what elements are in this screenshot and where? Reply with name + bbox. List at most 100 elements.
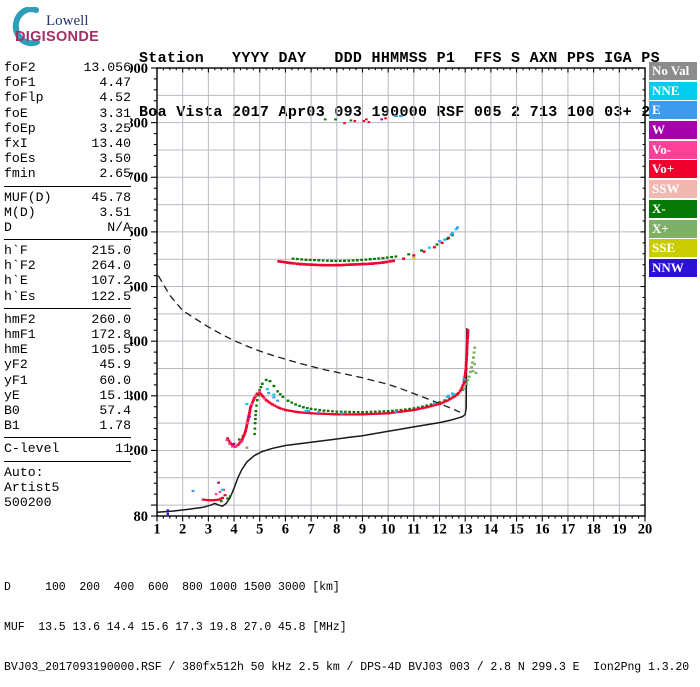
x-plus-scatter <box>245 362 478 449</box>
svg-text:13: 13 <box>458 522 473 538</box>
param-value: 13.056 <box>83 60 131 75</box>
param-value: 107.2 <box>91 273 131 289</box>
param-label: yE <box>4 387 20 403</box>
legend-item-e: E <box>649 101 697 120</box>
param-row: B0 57.4 <box>4 403 131 418</box>
param-value: 45.9 <box>99 357 131 373</box>
direction-color-legend: No Val NNE E W Vo- Vo+ SSW X- X+ SSE NNW <box>649 62 697 279</box>
svg-text:300: 300 <box>130 389 148 405</box>
param-row: 500200 <box>4 495 131 510</box>
panel-divider <box>4 460 131 462</box>
svg-text:4: 4 <box>230 522 237 538</box>
grid-lines <box>157 68 645 516</box>
svg-text:400: 400 <box>130 334 148 350</box>
svg-text:700: 700 <box>130 170 148 186</box>
param-row: h`F 215.0 <box>4 243 131 258</box>
station-header-columns: Station YYYY DAY DDD HHMMSS P1 FFS S AXN… <box>139 50 660 67</box>
svg-text:18: 18 <box>586 522 601 538</box>
panel-divider <box>4 307 131 309</box>
param-label: D <box>4 219 12 235</box>
f-trace-vo-minus-dots <box>225 390 267 448</box>
param-label: foEp <box>4 120 36 136</box>
param-value: 172.8 <box>91 327 131 342</box>
param-row: foEs 3.50 <box>4 151 131 166</box>
panel-divider <box>4 185 131 187</box>
legend-item-nnw: NNW <box>649 258 697 277</box>
param-row: B1 1.78 <box>4 418 131 433</box>
param-label: h`F2 <box>4 258 36 274</box>
param-value: 1.78 <box>99 418 131 434</box>
logo-swoosh-icon <box>12 7 40 47</box>
second-hop-x-trace <box>291 255 398 262</box>
param-value: N/A <box>107 219 131 235</box>
param-label: foFlp <box>4 90 44 106</box>
third-hop-w-dot <box>380 118 383 121</box>
param-row: M(D) 3.51 <box>4 205 131 220</box>
second-hop-o-trace <box>277 259 395 267</box>
param-value: 122.5 <box>91 288 131 304</box>
param-row: yF1 60.0 <box>4 373 131 388</box>
svg-text:17: 17 <box>561 522 576 538</box>
svg-text:800: 800 <box>130 115 148 131</box>
param-row: hmF1 172.8 <box>4 327 131 342</box>
svg-text:19: 19 <box>612 522 627 538</box>
legend-item-vo-: Vo- <box>649 140 697 159</box>
svg-text:6: 6 <box>282 522 289 538</box>
parameter-panel: foF2 13.056 foF1 4.47 foFlp 4.52 foE 3.31 foEp 3.… <box>4 60 131 510</box>
param-label: hmF2 <box>4 311 36 327</box>
param-label: h`F <box>4 243 28 259</box>
third-hop-red-dots <box>343 117 387 125</box>
param-value: 215.0 <box>91 243 131 259</box>
second-hop-nne-dots <box>427 228 458 249</box>
param-label: Artist5 <box>4 479 60 495</box>
param-value: 260.0 <box>91 311 131 327</box>
param-row: C-level 11 <box>4 441 131 456</box>
nnw-dots <box>166 509 169 515</box>
svg-text:200: 200 <box>130 443 148 459</box>
f-trace-x-mode-tail <box>462 346 477 390</box>
param-label: 500200 <box>4 494 52 510</box>
w-dots <box>217 415 251 484</box>
param-value: 264.0 <box>91 258 131 274</box>
panel-divider <box>4 239 131 241</box>
logo-digisonde-text: DIGISONDE <box>15 29 100 45</box>
axis-tick-labels: 9008007006005004003002008012345678910111… <box>130 61 652 538</box>
param-row: hmF2 260.0 <box>4 312 131 327</box>
param-row: fmin 2.65 <box>4 166 131 181</box>
param-label: yF2 <box>4 357 28 373</box>
legend-item-no-val: No Val <box>649 62 697 80</box>
logo-lowell-text: Lowell <box>46 13 89 29</box>
third-hop-green-dots <box>323 118 353 122</box>
param-label: fxI <box>4 135 28 151</box>
param-label: hmF1 <box>4 327 36 342</box>
param-row: D N/A <box>4 220 131 235</box>
svg-text:11: 11 <box>407 522 421 538</box>
svg-text:10: 10 <box>381 522 396 538</box>
svg-text:1: 1 <box>153 522 160 538</box>
param-label: foE <box>4 105 28 121</box>
param-row: foE 3.31 <box>4 106 131 121</box>
legend-item-x+: X+ <box>649 219 697 238</box>
muf-transmission-curve <box>157 275 461 413</box>
param-row: foF2 13.056 <box>4 60 131 75</box>
svg-text:7: 7 <box>307 522 314 538</box>
axis-ticks <box>151 67 646 522</box>
distance-row: D 100 200 400 600 800 1000 1500 3000 [km… <box>4 581 340 595</box>
es-trace <box>201 494 227 502</box>
param-label: M(D) <box>4 204 36 220</box>
third-hop-e-dots <box>393 115 403 118</box>
true-height-profile <box>156 328 468 513</box>
legend-item-ssw: SSW <box>649 180 697 199</box>
param-value: 3.50 <box>99 151 131 167</box>
nne-dots <box>221 378 466 491</box>
svg-text:9: 9 <box>359 522 366 538</box>
param-row: foFlp 4.52 <box>4 90 131 105</box>
param-label: h`E <box>4 273 28 289</box>
panel-divider <box>4 437 131 439</box>
param-value: 60.0 <box>99 372 131 388</box>
svg-text:8: 8 <box>333 522 340 538</box>
param-value: 3.25 <box>99 120 131 136</box>
ionogram-plot: 9008007006005004003002008012345678910111… <box>130 61 652 538</box>
param-label: h`Es <box>4 288 36 304</box>
param-label: B0 <box>4 402 20 418</box>
